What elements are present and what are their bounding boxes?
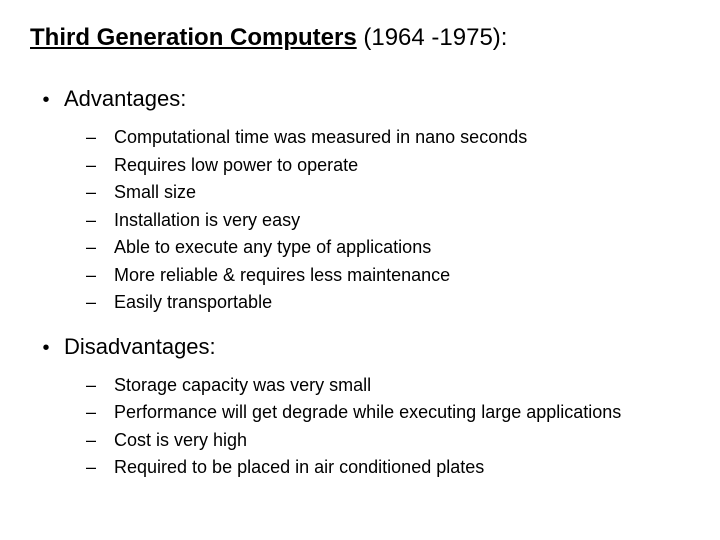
dash-icon: – <box>86 126 114 149</box>
dash-icon: – <box>86 181 114 204</box>
bullet-icon: • <box>28 90 64 110</box>
list-item: –Computational time was measured in nano… <box>28 126 692 149</box>
list-item: –More reliable & requires less maintenan… <box>28 264 692 287</box>
slide: Third Generation Computers (1964 -1975):… <box>0 0 720 540</box>
slide-title: Third Generation Computers (1964 -1975): <box>30 24 692 52</box>
section-disadvantages: • Disadvantages: –Storage capacity was v… <box>28 334 692 479</box>
list-item-text: Storage capacity was very small <box>114 374 371 397</box>
dash-icon: – <box>86 291 114 314</box>
list-item: –Installation is very easy <box>28 209 692 232</box>
list-item-text: Requires low power to operate <box>114 154 358 177</box>
list-item: –Easily transportable <box>28 291 692 314</box>
list-item: –Cost is very high <box>28 429 692 452</box>
list-item-text: Cost is very high <box>114 429 247 452</box>
section-advantages: • Advantages: –Computational time was me… <box>28 86 692 314</box>
list-item: –Small size <box>28 181 692 204</box>
list-item-text: Computational time was measured in nano … <box>114 126 527 149</box>
dash-icon: – <box>86 264 114 287</box>
dash-icon: – <box>86 456 114 479</box>
title-underlined: Third Generation Computers <box>30 24 357 51</box>
list-item: –Requires low power to operate <box>28 154 692 177</box>
bullet-icon: • <box>28 338 64 358</box>
list-item-text: More reliable & requires less maintenanc… <box>114 264 450 287</box>
section-heading-row: • Advantages: <box>28 86 692 112</box>
dash-icon: – <box>86 401 114 424</box>
section-heading: Advantages: <box>64 86 186 112</box>
list-item-text: Small size <box>114 181 196 204</box>
list-item-text: Performance will get degrade while execu… <box>114 401 621 424</box>
dash-icon: – <box>86 154 114 177</box>
list-item-text: Installation is very easy <box>114 209 300 232</box>
list-item: –Required to be placed in air conditione… <box>28 456 692 479</box>
list-item-text: Required to be placed in air conditioned… <box>114 456 484 479</box>
section-heading-row: • Disadvantages: <box>28 334 692 360</box>
list-item: –Storage capacity was very small <box>28 374 692 397</box>
advantages-list: –Computational time was measured in nano… <box>28 126 692 314</box>
disadvantages-list: –Storage capacity was very small –Perfor… <box>28 374 692 479</box>
list-item: –Performance will get degrade while exec… <box>28 401 692 424</box>
dash-icon: – <box>86 209 114 232</box>
list-item-text: Able to execute any type of applications <box>114 236 431 259</box>
dash-icon: – <box>86 429 114 452</box>
dash-icon: – <box>86 236 114 259</box>
list-item: –Able to execute any type of application… <box>28 236 692 259</box>
section-heading: Disadvantages: <box>64 334 216 360</box>
title-suffix: (1964 -1975): <box>357 24 508 51</box>
list-item-text: Easily transportable <box>114 291 272 314</box>
dash-icon: – <box>86 374 114 397</box>
